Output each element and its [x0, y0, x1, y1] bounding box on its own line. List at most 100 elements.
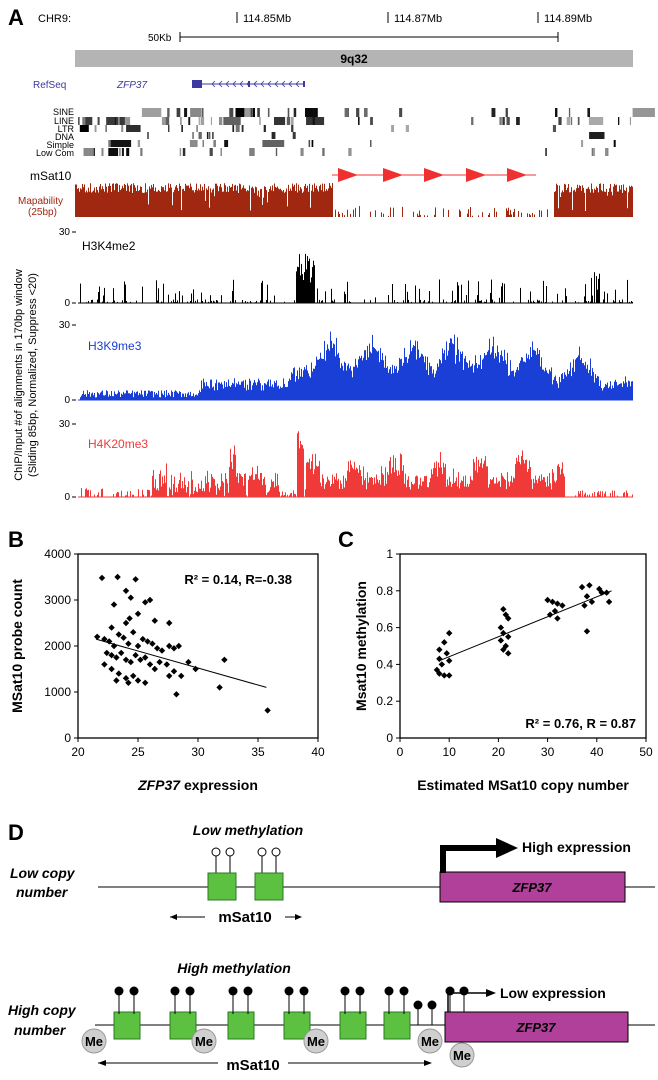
- methylated-cpg-dot: [284, 986, 294, 996]
- mapability-bar: [393, 207, 394, 217]
- chip-signal-bar: [337, 354, 338, 400]
- x-tick-label: 40: [311, 745, 325, 759]
- mapability-bar: [101, 189, 102, 217]
- me-label: Me: [453, 1048, 471, 1063]
- chip-signal-bar: [261, 282, 262, 303]
- chip-signal-bar: [256, 300, 257, 303]
- chip-signal-bar: [496, 356, 497, 400]
- chip-signal-bar: [97, 299, 98, 303]
- chip-signal-bar: [86, 488, 87, 497]
- mapability-bar: [170, 184, 171, 217]
- panel-a-genome-browser: CHR9: 114.85Mb 114.87Mb 114.89Mb 50Kb 9q…: [13, 12, 655, 503]
- chip-signal-bar: [430, 478, 431, 497]
- chip-signal-bar: [622, 387, 623, 400]
- chip-signal-bar: [84, 394, 85, 400]
- mapability-bar: [77, 188, 78, 217]
- chip-signal-bar: [328, 479, 329, 497]
- mapability-bar: [316, 185, 317, 217]
- y-tick-label: 0.4: [376, 657, 393, 671]
- chip-signal-bar: [212, 476, 213, 497]
- chip-signal-bar: [134, 391, 135, 400]
- chip-signal-bar: [572, 367, 573, 400]
- methylated-cpg-dot: [299, 986, 309, 996]
- data-point: [221, 656, 228, 663]
- chip-signal-bar: [354, 366, 355, 400]
- mapability-bar: [254, 192, 255, 217]
- chip-signal-bar: [472, 363, 473, 400]
- chip-signal-bar: [130, 301, 131, 303]
- chip-signal-bar: [164, 475, 165, 497]
- chip-signal-bar: [397, 475, 398, 497]
- chip-signal-bar: [618, 384, 619, 400]
- methylated-cpg-dot: [340, 986, 350, 996]
- chip-signal-bar: [121, 490, 122, 497]
- chip-signal-bar: [385, 355, 386, 400]
- chip-signal-bar: [239, 384, 240, 400]
- chip-signal-bar: [491, 480, 492, 497]
- chip-signal-bar: [620, 383, 621, 400]
- methyl-group-me: [191, 1028, 217, 1054]
- coord-tick-label: 114.85Mb: [243, 13, 291, 25]
- repeat-element: [232, 125, 235, 132]
- mapability-bar: [562, 190, 563, 217]
- chip-signal-bar: [414, 483, 415, 497]
- mapability-bar: [321, 190, 322, 217]
- chip-signal-bar: [613, 300, 614, 303]
- chip-signal-bar: [475, 299, 476, 303]
- repeat-element: [229, 108, 234, 117]
- chip-signal-bar: [327, 344, 328, 400]
- repeat-element: [126, 125, 141, 132]
- chip-signal-bar: [473, 372, 474, 400]
- mapability-bar: [207, 189, 208, 217]
- repeat-element: [110, 140, 132, 147]
- chip-signal-bar: [395, 368, 396, 400]
- chip-signal-bar: [623, 381, 624, 400]
- chip-signal-bar: [400, 453, 401, 497]
- chip-signal-bar: [261, 390, 262, 400]
- data-point: [166, 642, 173, 650]
- low-copy-label: Low copy: [10, 865, 76, 881]
- chip-signal-bar: [331, 340, 332, 400]
- chip-signal-bar: [114, 300, 115, 303]
- chip-signal-bar: [260, 383, 261, 400]
- mapability-bar: [203, 190, 204, 217]
- mapability-bar: [248, 190, 249, 217]
- repeat-class-label: Simple: [46, 140, 74, 150]
- chip-signal-bar: [597, 492, 598, 497]
- chip-signal-bar: [274, 295, 275, 303]
- mapability-bar: [258, 190, 259, 217]
- chip-signal-bar: [319, 460, 320, 497]
- chip-signal-bar: [477, 368, 478, 400]
- chip-signal-bar: [399, 357, 400, 400]
- mapability-bar: [574, 189, 575, 217]
- repeat-element: [108, 140, 112, 147]
- repeat-element: [292, 132, 296, 139]
- chip-signal-bar: [241, 476, 242, 497]
- chip-signal-bar: [279, 388, 280, 400]
- repeat-element: [577, 117, 580, 125]
- chip-signal-bar: [186, 397, 187, 400]
- chip-signal-bar: [493, 336, 494, 400]
- chip-signal-bar: [419, 484, 420, 497]
- chip-signal-bar: [421, 485, 422, 497]
- mapability-bar: [590, 192, 591, 217]
- chip-signal-bar: [472, 480, 473, 497]
- chip-signal-bar: [107, 391, 108, 400]
- mapability-bar: [97, 190, 98, 217]
- chip-signal-bar: [150, 391, 151, 400]
- chip-signal-bar: [175, 390, 176, 400]
- mapability-bar: [281, 190, 282, 217]
- chip-signal-bar: [124, 281, 125, 303]
- repeat-element: [267, 108, 270, 117]
- data-point: [500, 629, 507, 637]
- chip-signal-bar: [513, 370, 514, 400]
- msat10-repeat-unit: [207, 872, 237, 901]
- chip-signal-bar: [132, 494, 133, 497]
- mapability-bar: [443, 208, 444, 217]
- mapability-bar: [280, 188, 281, 217]
- mapability-bar: [508, 207, 509, 217]
- chip-signal-bar: [245, 473, 246, 497]
- chip-signal-bar: [525, 460, 526, 497]
- mapability-bar: [111, 191, 112, 217]
